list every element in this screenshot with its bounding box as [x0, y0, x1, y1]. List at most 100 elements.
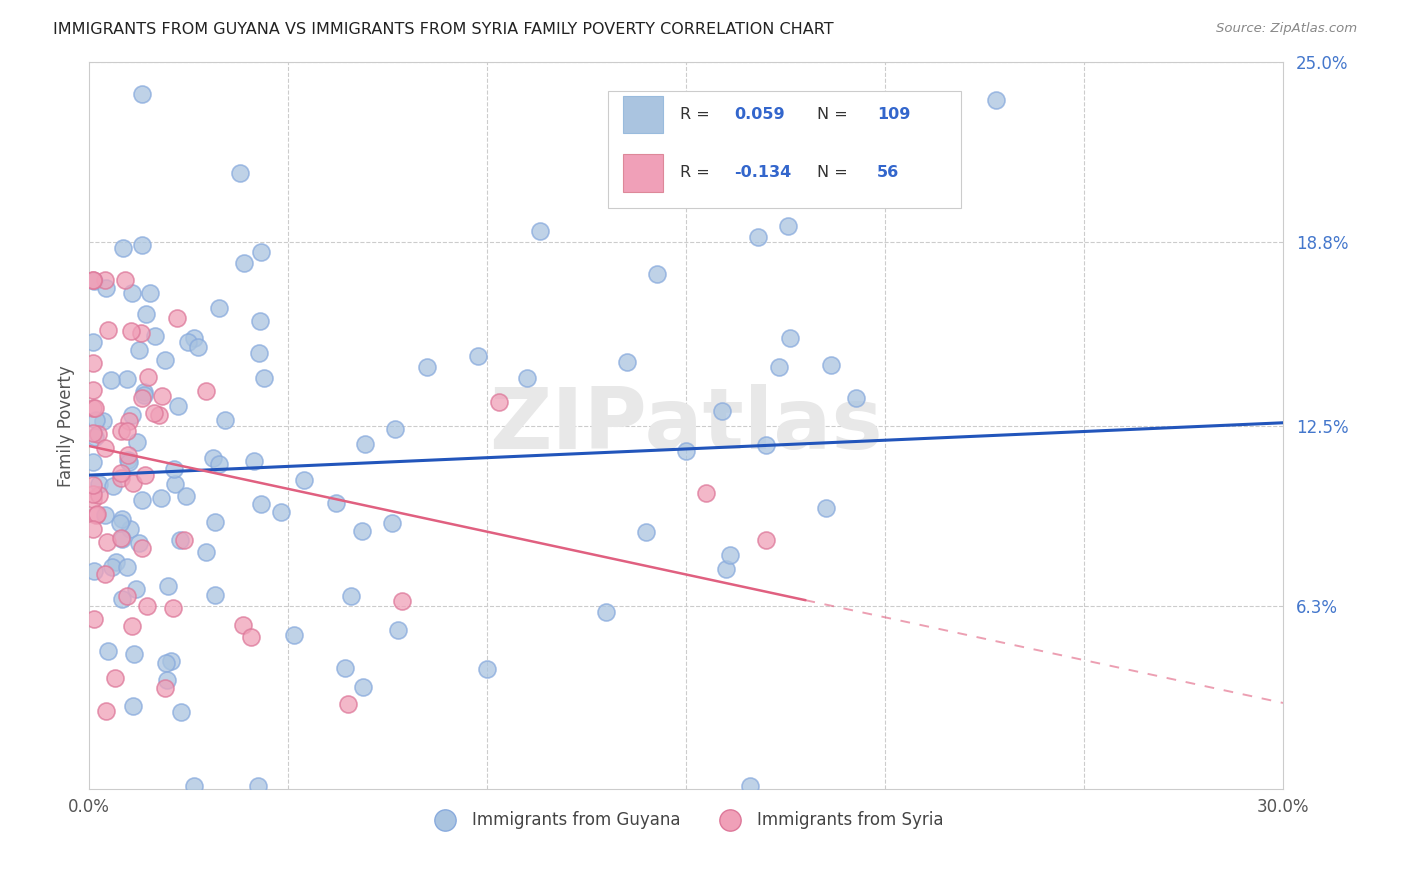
Point: [148, 408, 170, 422]
Point: [186, 340, 208, 354]
Point: [132, 385, 155, 400]
Point: [616, 355, 638, 369]
Point: [755, 533, 778, 547]
Point: [270, 505, 292, 519]
Point: [122, 698, 145, 713]
Point: [250, 244, 273, 259]
Point: [755, 438, 778, 452]
Point: [204, 588, 226, 602]
Point: [233, 256, 256, 270]
Point: [292, 473, 315, 487]
Point: [134, 468, 156, 483]
Point: [110, 516, 132, 530]
Point: [779, 331, 801, 345]
Point: [159, 654, 181, 668]
Point: [83, 274, 105, 288]
Point: [115, 559, 138, 574]
Bar: [623, 95, 664, 134]
Point: [115, 590, 138, 604]
Point: [718, 548, 741, 562]
Point: [475, 662, 498, 676]
Point: [232, 618, 254, 632]
Point: [127, 435, 149, 450]
Point: [120, 522, 142, 536]
Text: N =: N =: [817, 165, 848, 180]
Point: [253, 371, 276, 385]
Point: [124, 582, 146, 597]
Point: [94, 273, 117, 287]
Point: [117, 449, 139, 463]
Point: [84, 508, 107, 523]
Point: [121, 286, 143, 301]
Point: [82, 273, 104, 287]
Point: [131, 87, 153, 101]
Point: [87, 427, 110, 442]
Point: [122, 647, 145, 661]
Point: [174, 489, 197, 503]
Point: [110, 471, 132, 485]
Point: [103, 479, 125, 493]
Point: [166, 399, 188, 413]
Point: [845, 391, 868, 405]
Point: [94, 508, 117, 522]
Text: -0.134: -0.134: [734, 165, 792, 180]
Point: [134, 388, 156, 402]
Point: [86, 507, 108, 521]
Point: [157, 579, 180, 593]
Point: [381, 516, 404, 530]
Point: [387, 623, 409, 637]
Point: [183, 331, 205, 345]
Point: [170, 705, 193, 719]
Point: [820, 358, 842, 372]
Point: [111, 591, 134, 606]
Point: [143, 328, 166, 343]
Text: IMMIGRANTS FROM GUYANA VS IMMIGRANTS FROM SYRIA FAMILY POVERTY CORRELATION CHART: IMMIGRANTS FROM GUYANA VS IMMIGRANTS FRO…: [53, 22, 834, 37]
Point: [150, 491, 173, 505]
Point: [120, 324, 142, 338]
Point: [645, 267, 668, 281]
Point: [163, 462, 186, 476]
Point: [111, 532, 134, 546]
Point: [82, 401, 104, 415]
Point: [391, 594, 413, 608]
Point: [105, 555, 128, 569]
Point: [89, 476, 111, 491]
Point: [128, 343, 150, 357]
Point: [201, 450, 224, 465]
Point: [208, 458, 231, 472]
Point: [93, 566, 115, 581]
Point: [83, 612, 105, 626]
Point: [246, 780, 269, 794]
Point: [97, 643, 120, 657]
Point: [82, 478, 104, 492]
Point: [747, 229, 769, 244]
Point: [814, 501, 837, 516]
Point: [110, 531, 132, 545]
Point: [100, 373, 122, 387]
Point: [195, 384, 218, 398]
Point: [339, 589, 361, 603]
Point: [87, 488, 110, 502]
Point: [711, 404, 734, 418]
Point: [529, 224, 551, 238]
Point: [333, 661, 356, 675]
Point: [118, 413, 141, 427]
Point: [516, 371, 538, 385]
Point: [131, 541, 153, 555]
Point: [83, 430, 105, 444]
Point: [623, 121, 645, 136]
Point: [768, 359, 790, 374]
Point: [82, 426, 104, 441]
Point: [82, 492, 104, 507]
Point: [83, 401, 105, 415]
Point: [150, 388, 173, 402]
Point: [136, 599, 159, 613]
Text: ZIPatlas: ZIPatlas: [489, 384, 883, 467]
Point: [131, 238, 153, 252]
Point: [143, 406, 166, 420]
Point: [239, 630, 262, 644]
Point: [112, 241, 135, 255]
Point: [242, 453, 264, 467]
Point: [163, 477, 186, 491]
Point: [82, 522, 104, 536]
